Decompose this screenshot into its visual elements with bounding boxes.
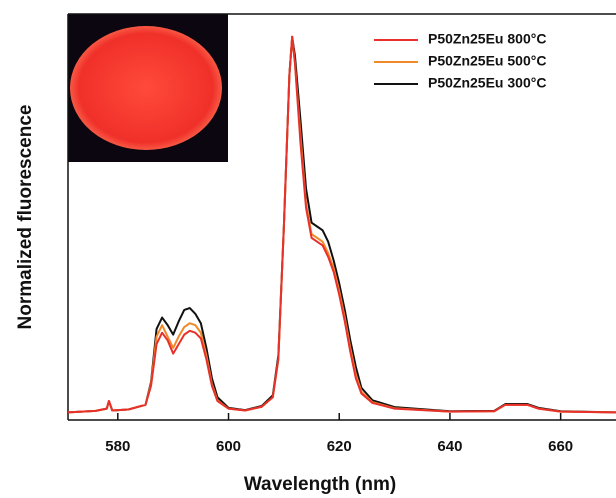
x-tick-label: 660 xyxy=(548,438,573,455)
x-tick-label: 580 xyxy=(105,438,130,455)
inset-disk xyxy=(70,26,222,150)
x-axis-label: Wavelength (nm) xyxy=(244,474,396,495)
legend-label: P50Zn25Eu 500°C xyxy=(428,53,546,69)
legend-label: P50Zn25Eu 800°C xyxy=(428,31,546,47)
x-tick-label: 640 xyxy=(437,438,462,455)
legend-label: P50Zn25Eu 300°C xyxy=(428,75,546,91)
y-axis-label: Normalized fluorescence xyxy=(15,105,36,330)
x-tick-label: 600 xyxy=(216,438,241,455)
x-tick-label: 620 xyxy=(327,438,352,455)
series-line xyxy=(67,35,616,414)
